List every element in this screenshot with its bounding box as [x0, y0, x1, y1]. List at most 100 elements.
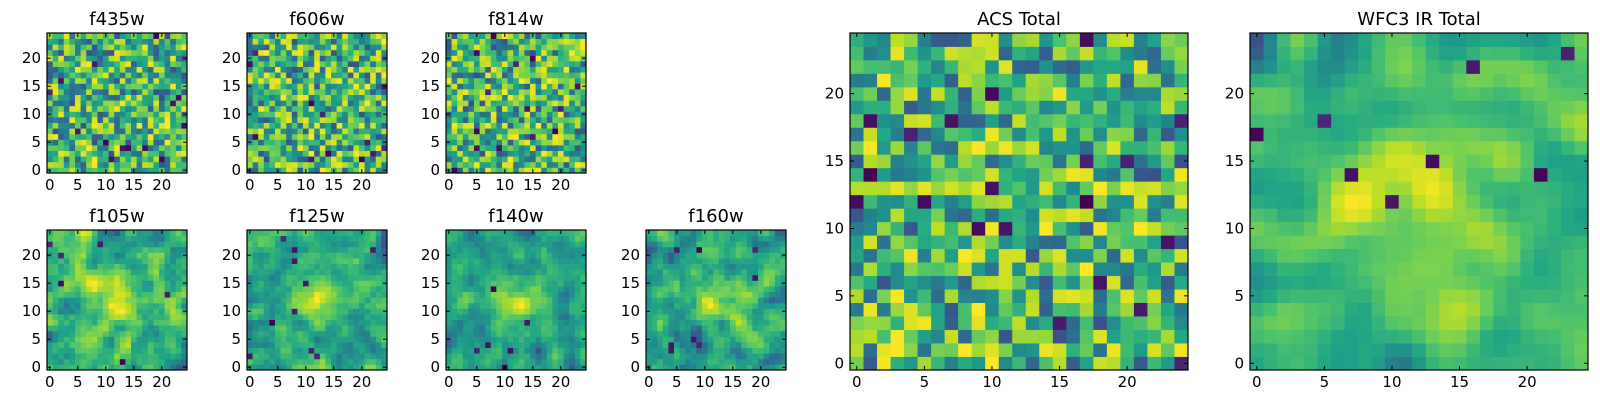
heatmap-cell: [769, 269, 776, 276]
heatmap-cell: [319, 347, 326, 354]
heatmap-cell: [347, 347, 354, 354]
heatmap-cell: [381, 358, 388, 365]
heatmap-cell: [164, 83, 171, 90]
heatmap-cell: [336, 280, 343, 287]
heatmap-cell: [86, 246, 93, 253]
heatmap-cell: [668, 319, 675, 326]
heatmap-cell: [75, 280, 81, 287]
heatmap-cell: [342, 44, 349, 51]
heatmap-cell: [136, 94, 143, 101]
heatmap-cell: [690, 314, 697, 320]
heatmap-cell: [446, 258, 452, 264]
heatmap-cell: [746, 308, 753, 315]
heatmap-cell: [462, 133, 469, 140]
heatmap-cell: [646, 347, 652, 354]
heatmap-cell: [275, 274, 281, 281]
heatmap-cell: [446, 94, 452, 101]
heatmap-cell: [758, 319, 764, 326]
heatmap-cell: [108, 100, 115, 107]
heatmap-cell: [877, 181, 891, 196]
heatmap-cell: [97, 128, 104, 135]
heatmap-cell: [91, 72, 98, 79]
heatmap-cell: [381, 33, 388, 39]
heatmap-cell: [563, 72, 570, 79]
heatmap-cell: [685, 342, 692, 348]
heatmap-cell: [347, 94, 354, 101]
heatmap-cell: [985, 289, 1000, 303]
heatmap-cell: [468, 353, 475, 360]
heatmap-cell: [518, 364, 525, 371]
heatmap-cell: [119, 100, 126, 107]
heatmap-cell: [563, 111, 570, 118]
heatmap-cell: [446, 291, 452, 298]
heatmap-cell: [136, 358, 143, 365]
heatmap-cell: [269, 347, 276, 354]
heatmap-cell: [580, 258, 587, 264]
heatmap-cell: [108, 77, 115, 84]
heatmap-cell: [563, 94, 570, 101]
heatmap-cell: [375, 347, 382, 354]
heatmap-cell: [142, 33, 149, 39]
y-tick-label: 20: [222, 246, 241, 264]
heatmap-cell: [153, 49, 160, 56]
heatmap-cell: [546, 150, 553, 157]
heatmap-cell: [574, 330, 581, 337]
heatmap-cell: [131, 308, 137, 315]
heatmap-cell: [375, 269, 382, 276]
heatmap-cell: [685, 302, 692, 309]
heatmap-cell: [718, 347, 725, 354]
heatmap-cell: [769, 274, 776, 281]
heatmap-cell: [125, 111, 132, 118]
heatmap-cell: [153, 263, 160, 270]
heatmap-cell: [252, 314, 259, 320]
heatmap-cell: [164, 353, 171, 360]
heatmap-cell: [159, 61, 165, 67]
heatmap-cell: [541, 128, 548, 135]
heatmap-cell: [353, 269, 360, 276]
heatmap-cell: [474, 156, 480, 163]
heatmap-cell: [269, 72, 276, 79]
heatmap-cell: [546, 105, 553, 112]
heatmap-cell: [58, 55, 65, 62]
heatmap-cell: [170, 230, 177, 236]
heatmap-cell: [730, 358, 736, 365]
heatmap-cell: [263, 150, 270, 157]
heatmap-cell: [331, 133, 337, 140]
heatmap-cell: [269, 235, 276, 242]
heatmap-cell: [119, 258, 126, 264]
heatmap-cell: [80, 269, 87, 276]
heatmap-cell: [985, 181, 1000, 196]
heatmap-cell: [446, 353, 452, 360]
heatmap-cell: [131, 133, 137, 140]
heatmap-cell: [114, 38, 121, 45]
heatmap-cell: [375, 33, 382, 39]
heatmap-cell: [496, 55, 503, 62]
heatmap-cell: [58, 117, 65, 123]
heatmap-cell: [297, 297, 304, 304]
heatmap-cell: [175, 66, 182, 73]
heatmap-cell: [535, 145, 542, 151]
heatmap-cell: [159, 358, 165, 365]
heatmap-cell: [774, 358, 781, 365]
heatmap-cell: [863, 343, 878, 357]
heatmap-cell: [336, 33, 343, 39]
heatmap-cell: [496, 269, 503, 276]
heatmap-cell: [247, 297, 253, 304]
heatmap-cell: [297, 111, 304, 118]
heatmap-cell: [730, 280, 736, 287]
heatmap-cell: [462, 94, 469, 101]
heatmap-cell: [1174, 356, 1189, 371]
heatmap-cell: [108, 308, 115, 315]
heatmap-cell: [364, 308, 371, 315]
heatmap-cell: [263, 291, 270, 298]
heatmap-cell: [263, 105, 270, 112]
heatmap-cell: [331, 66, 337, 73]
heatmap-cell: [181, 44, 188, 51]
heatmap-cell: [574, 364, 581, 371]
heatmap-cell: [275, 353, 281, 360]
heatmap-cell: [651, 364, 658, 371]
heatmap-cell: [1025, 343, 1040, 357]
heatmap-cell: [297, 139, 304, 146]
heatmap-cell: [696, 347, 703, 354]
heatmap-cell: [646, 286, 652, 292]
